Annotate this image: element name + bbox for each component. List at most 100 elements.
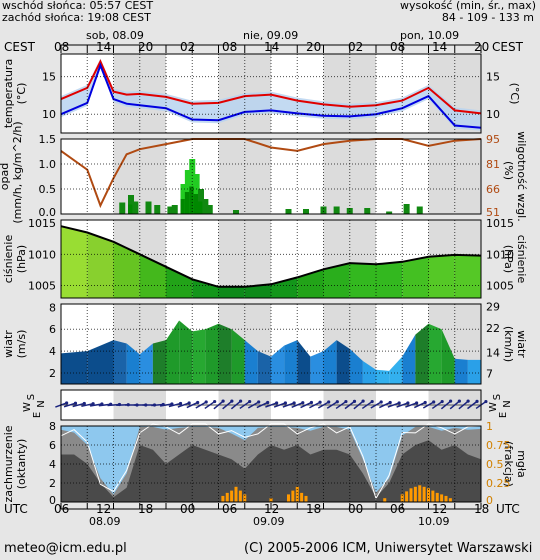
pressure-line <box>60 225 482 288</box>
wind-tick-right: 29 <box>486 301 500 314</box>
wind-direction-arrowhead <box>170 402 174 406</box>
wind-tick-left: 4 <box>49 345 56 358</box>
wind-direction-arrowhead <box>248 399 252 404</box>
wind-direction-arrowhead <box>388 400 392 405</box>
wind-direction-arrow <box>222 400 233 410</box>
wind-direction-arrowhead <box>475 399 479 403</box>
wind-direction-arrow <box>230 400 242 410</box>
wind-direction-arrowhead <box>196 400 200 405</box>
wind-direction-arrowhead <box>178 401 183 406</box>
fog-bar <box>300 492 304 502</box>
wind-direction-arrowhead <box>466 399 470 403</box>
footer-email[interactable]: meteo@icm.edu.pl <box>4 541 127 556</box>
wind-area-segment <box>310 351 324 384</box>
height-value: 84 - 109 - 133 m <box>441 11 534 24</box>
pressure-tick-right: 1010 <box>486 248 514 261</box>
humidity-tick: 95 <box>486 133 500 146</box>
pressure-tick-left: 1015 <box>28 217 56 230</box>
wind-direction-arrowhead <box>275 401 279 405</box>
fog-bar <box>444 495 448 502</box>
cloud-tick: 6 <box>49 439 56 452</box>
wind-direction-arrow <box>239 400 251 410</box>
pressure-area-segment <box>244 284 271 298</box>
wind-direction-arrow <box>63 402 76 408</box>
compass-right-label_n: N <box>502 400 513 407</box>
precip-bar <box>320 206 327 214</box>
fog-tick: 0 <box>486 494 493 507</box>
top-hour-label: 08 <box>390 40 406 54</box>
fog-bar <box>304 495 308 502</box>
wind-tick-left: 2 <box>49 367 56 380</box>
wind-area-segment <box>205 323 219 384</box>
top-hour-label: 14 <box>432 40 448 54</box>
wind-direction-arrowhead <box>65 401 69 405</box>
wind-area-segment <box>244 340 258 384</box>
humidity-unit: (%) <box>502 161 515 180</box>
fog-tick: 0.75 <box>486 439 511 452</box>
wind-direction-arrowhead <box>204 400 208 404</box>
wind-direction-arrow <box>422 401 435 409</box>
temperature-tick-left: 10 <box>42 108 56 121</box>
pressure-area-segment <box>61 226 88 298</box>
pressure-area-segment <box>192 279 219 298</box>
temperature-unit-left: (°C) <box>15 83 28 105</box>
temperature-unit-right: (°C) <box>508 83 521 105</box>
wind-direction-arrow <box>282 402 295 408</box>
wind-direction-arrowhead <box>213 399 217 404</box>
cloud-tick: 8 <box>49 420 56 433</box>
pressure-unit-left: (hPa) <box>15 245 28 273</box>
wind-direction-arrow <box>317 401 330 409</box>
precip-bar-core <box>184 192 191 214</box>
cloud-unit-left: (oktanty) <box>15 439 28 490</box>
precip-label: opad <box>0 163 11 190</box>
wind-direction-arrow <box>186 401 199 409</box>
wind-area-segment <box>389 356 403 384</box>
wind-area-segment <box>441 329 455 384</box>
wind-direction-arrowhead <box>457 399 461 403</box>
wind-direction-arrow <box>89 403 103 407</box>
wind-direction-arrow <box>204 400 216 410</box>
wind-direction-arrow <box>177 402 190 408</box>
wind-direction-arrowhead <box>484 399 488 404</box>
precip-bar <box>233 210 239 214</box>
compass-right-label_s: S <box>492 394 503 400</box>
precip-bar <box>132 201 139 214</box>
wind-direction-arrow <box>353 400 364 410</box>
wind-direction-arrowhead <box>82 401 86 406</box>
wind-direction-arrowhead <box>292 401 296 405</box>
pressure-area-segment <box>454 254 481 298</box>
pressure-area-segment <box>402 256 429 298</box>
wind-area-segment <box>323 340 337 384</box>
wind-direction-arrow <box>335 400 347 410</box>
precip-bar <box>154 205 161 214</box>
wind-direction-arrowhead <box>379 400 383 404</box>
wind-area-segment <box>192 329 206 384</box>
wind-direction-arrow <box>467 400 478 410</box>
wind-area-segment <box>454 358 468 384</box>
wind-tick-left: 6 <box>49 323 56 336</box>
fog-bar <box>225 492 229 502</box>
precip-bar <box>145 201 152 214</box>
wind-area-segment <box>467 359 481 384</box>
wind-direction-arrowhead <box>266 400 270 405</box>
wind-direction-arrow <box>159 403 173 407</box>
compass-right-label_w: W <box>488 402 499 412</box>
fog-tick: 0.25 <box>486 477 511 490</box>
bottom-date-1: 08.09 <box>89 515 121 528</box>
cloud-tick: 2 <box>49 477 56 490</box>
wind-direction-arrowhead <box>397 401 401 405</box>
pressure-panel-frame <box>60 219 482 299</box>
wind-direction-arrow <box>81 402 94 408</box>
wind-direction-arrowhead <box>91 402 95 406</box>
wind-area-segment <box>284 340 298 384</box>
pressure-tick-right: 1015 <box>486 217 514 230</box>
pressure-area-segment <box>323 263 350 298</box>
wind-direction-arrowhead <box>361 399 365 403</box>
temperature-tick-right: 15 <box>486 71 500 84</box>
fog-bar <box>409 488 413 502</box>
wind-direction-arrow <box>300 401 312 409</box>
wind-direction-arrowhead <box>440 399 444 404</box>
wind-unit-left: (m/s) <box>15 330 28 359</box>
sunrise-text: wschód słońca: 05:57 CEST <box>2 0 154 12</box>
